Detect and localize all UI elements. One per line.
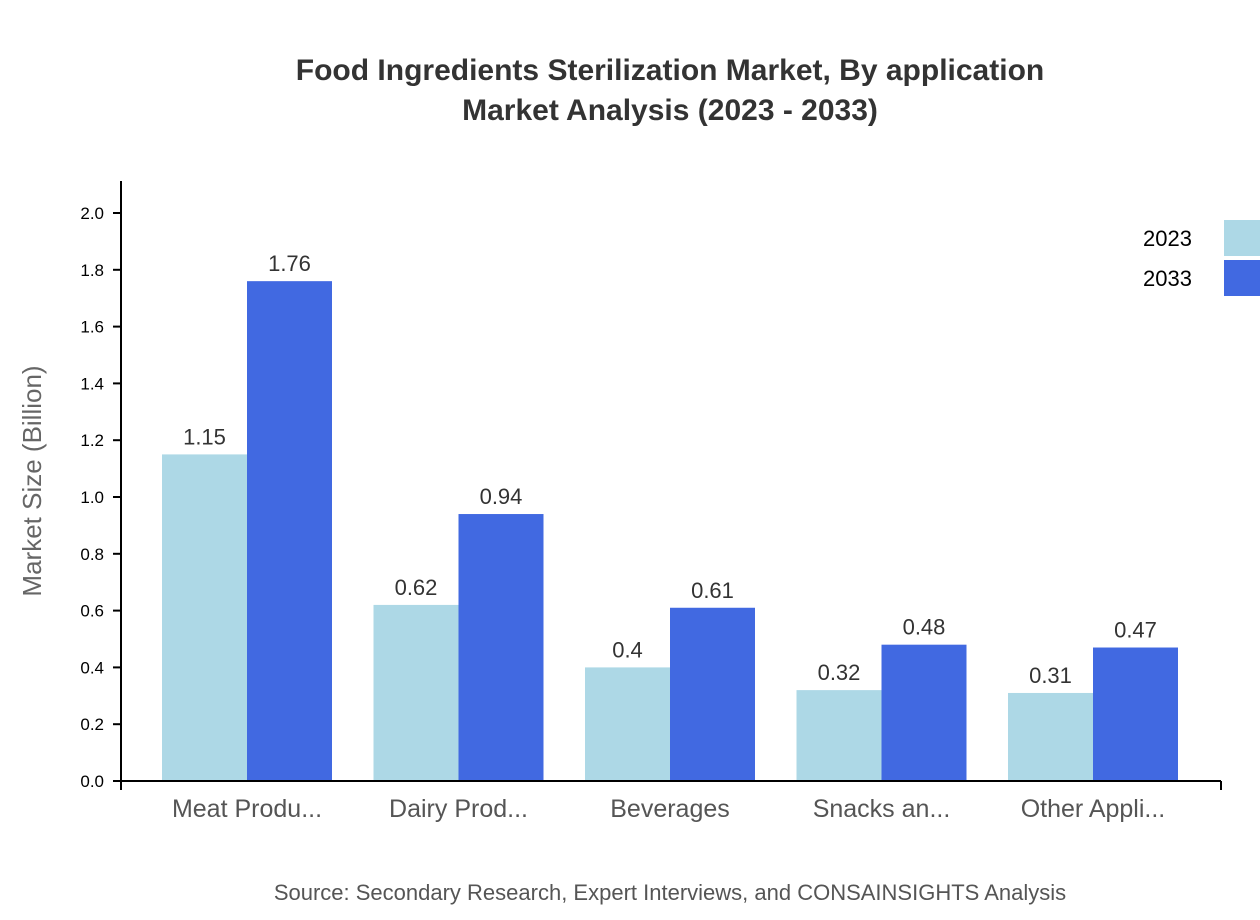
- data-label: 1.15: [183, 424, 226, 449]
- y-tick-label: 0.2: [80, 715, 104, 734]
- data-label: 1.76: [268, 251, 311, 276]
- bar-2033: [1093, 647, 1178, 781]
- data-label: 0.31: [1029, 663, 1072, 688]
- bar-2033: [247, 281, 332, 781]
- y-tick-label: 0.6: [80, 602, 104, 621]
- data-label: 0.4: [612, 637, 643, 662]
- bar-2033: [458, 514, 544, 781]
- legend-label: 2023: [1143, 226, 1192, 251]
- y-tick-label: 1.8: [80, 261, 104, 280]
- data-label: 0.61: [691, 578, 734, 603]
- legend-swatch-2033: [1224, 260, 1260, 296]
- x-tick-label: Beverages: [610, 795, 730, 823]
- y-tick-label: 1.0: [80, 488, 104, 507]
- y-tick-label: 1.6: [80, 318, 104, 337]
- bar-2023: [796, 690, 882, 781]
- data-label: 0.32: [818, 660, 861, 685]
- chart-title: Food Ingredients Sterilization Market, B…: [296, 54, 1044, 87]
- y-tick-label: 0.4: [80, 658, 104, 677]
- data-label: 0.94: [480, 484, 523, 509]
- y-tick-label: 1.4: [80, 374, 104, 393]
- y-tick-label: 1.2: [80, 431, 104, 450]
- data-label: 0.47: [1114, 618, 1157, 643]
- data-label: 0.62: [395, 575, 438, 600]
- x-tick-label: Dairy Prod...: [389, 795, 528, 823]
- y-tick-label: 0.0: [80, 772, 104, 791]
- data-label: 0.48: [903, 615, 946, 640]
- bar-2033: [670, 607, 755, 781]
- bar-2023: [162, 454, 247, 781]
- bar-2023: [373, 604, 459, 781]
- y-axis-label: Market Size (Billion): [17, 365, 47, 596]
- legend-label: 2033: [1143, 266, 1192, 291]
- legend-swatch-2023: [1224, 220, 1260, 256]
- x-tick-label: Meat Produ...: [172, 795, 322, 823]
- bar-2023: [585, 667, 670, 781]
- x-tick-label: Snacks an...: [813, 795, 951, 823]
- bar-2033: [881, 644, 967, 781]
- y-tick-label: 2.0: [80, 204, 104, 223]
- bar-2023: [1008, 692, 1093, 781]
- x-tick-label: Other Appli...: [1021, 795, 1166, 823]
- y-tick-label: 0.8: [80, 545, 104, 564]
- source-note: Source: Secondary Research, Expert Inter…: [274, 880, 1066, 905]
- chart-subtitle: Market Analysis (2023 - 2033): [462, 94, 878, 127]
